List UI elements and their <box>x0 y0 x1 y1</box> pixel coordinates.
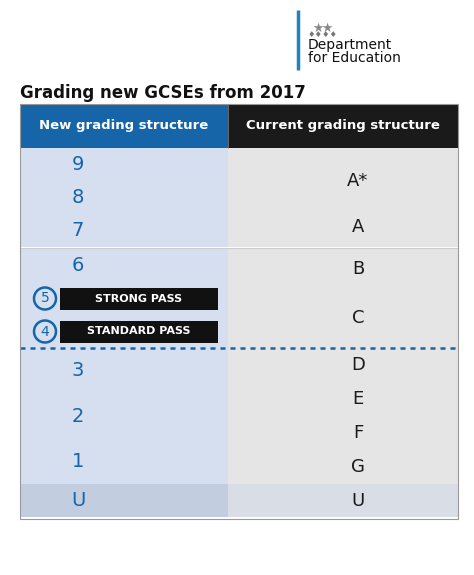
Text: STANDARD PASS: STANDARD PASS <box>87 327 191 336</box>
Text: Current grading structure: Current grading structure <box>246 120 440 132</box>
Text: 1: 1 <box>72 452 84 471</box>
Bar <box>228 104 458 148</box>
Text: 8: 8 <box>72 188 84 207</box>
Bar <box>20 249 228 348</box>
Text: 7: 7 <box>72 221 84 240</box>
Bar <box>228 348 458 484</box>
Text: ♦♦♦♦: ♦♦♦♦ <box>308 30 338 39</box>
Text: A*: A* <box>347 172 369 190</box>
Text: Grading new GCSEs from 2017: Grading new GCSEs from 2017 <box>20 84 306 102</box>
Text: 3: 3 <box>72 361 84 380</box>
Text: E: E <box>352 390 364 408</box>
Text: for Education: for Education <box>308 51 401 65</box>
Text: U: U <box>71 491 85 510</box>
Bar <box>20 484 228 517</box>
Bar <box>228 484 458 517</box>
Text: 5: 5 <box>41 292 49 305</box>
Text: B: B <box>352 260 364 278</box>
Bar <box>60 288 218 309</box>
Text: 2: 2 <box>72 407 84 426</box>
Text: STRONG PASS: STRONG PASS <box>95 293 182 304</box>
Text: G: G <box>351 458 365 476</box>
Text: F: F <box>353 424 363 442</box>
Text: ★: ★ <box>321 22 332 35</box>
Bar <box>228 249 458 348</box>
Text: A: A <box>352 218 364 236</box>
Bar <box>60 320 218 343</box>
Bar <box>20 104 458 519</box>
Text: Department: Department <box>308 38 392 52</box>
Bar <box>20 148 228 247</box>
Text: 9: 9 <box>72 155 84 174</box>
Bar <box>20 247 228 249</box>
Text: D: D <box>351 356 365 374</box>
Bar <box>20 348 228 484</box>
Text: U: U <box>351 492 365 509</box>
Text: 6: 6 <box>72 256 84 275</box>
Text: New grading structure: New grading structure <box>39 120 209 132</box>
Text: C: C <box>352 309 364 327</box>
Text: ★: ★ <box>312 22 323 35</box>
Text: 4: 4 <box>41 324 49 339</box>
Bar <box>228 148 458 247</box>
Bar <box>20 104 228 148</box>
